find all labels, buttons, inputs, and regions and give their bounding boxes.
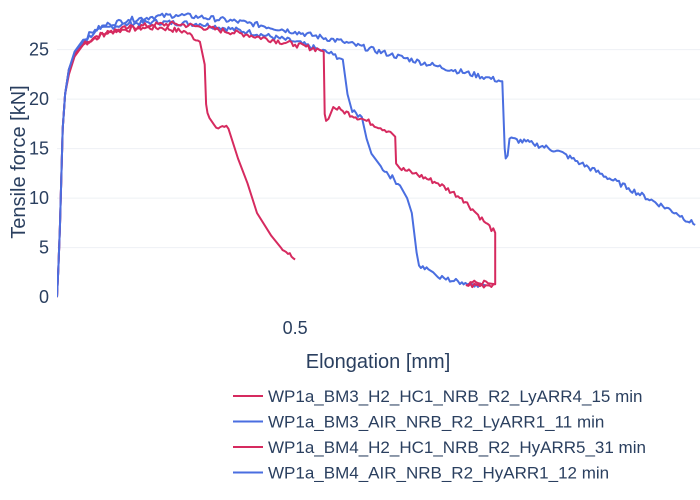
legend: WP1a_BM3_H2_HC1_NRB_R2_LyARR4_15 min WP1a… bbox=[233, 387, 646, 483]
gridlines bbox=[57, 49, 700, 249]
y-tick-label: 10 bbox=[29, 188, 49, 208]
x-axis-ticks: 0.5 bbox=[283, 318, 308, 338]
x-tick-label: 0.5 bbox=[283, 318, 308, 338]
legend-label: WP1a_BM4_AIR_NRB_R2_HyARR1_12 min bbox=[268, 464, 609, 483]
y-axis-ticks: 0 5 10 15 20 25 bbox=[29, 40, 49, 308]
y-tick-label: 25 bbox=[29, 40, 49, 60]
y-tick-label: 0 bbox=[39, 287, 49, 307]
y-axis-title: Tensile force [kN] bbox=[8, 85, 30, 238]
legend-label: WP1a_BM4_H2_HC1_NRB_R2_HyARR5_31 min bbox=[268, 438, 646, 457]
x-axis-title: Elongation [mm] bbox=[306, 351, 451, 373]
series-line-3 bbox=[57, 20, 497, 298]
legend-label: WP1a_BM3_H2_HC1_NRB_R2_LyARR4_15 min bbox=[268, 387, 643, 406]
y-tick-label: 15 bbox=[29, 139, 49, 159]
plot-area bbox=[57, 12, 696, 298]
series-line-4 bbox=[57, 12, 696, 298]
y-tick-label: 5 bbox=[39, 238, 49, 258]
y-tick-label: 20 bbox=[29, 89, 49, 109]
legend-label: WP1a_BM3_AIR_NRB_R2_LyARR1_11 min bbox=[268, 413, 604, 432]
